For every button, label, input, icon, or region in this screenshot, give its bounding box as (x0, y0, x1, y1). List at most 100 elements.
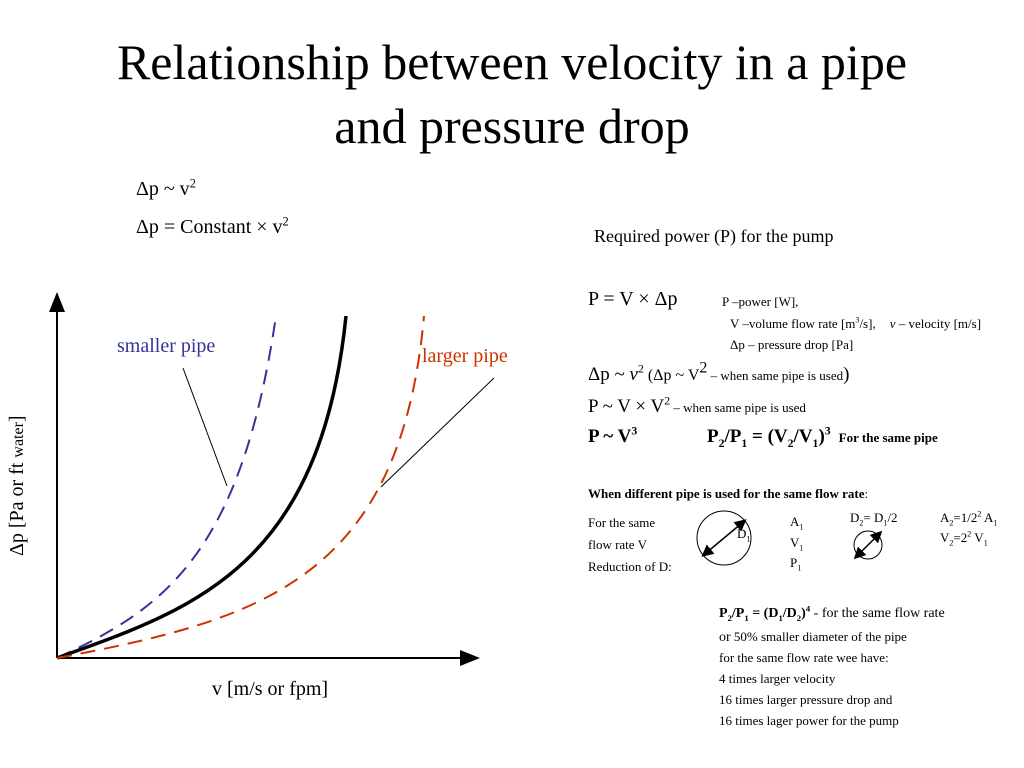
title-line-1: Relationship between velocity in a pipe (116, 34, 908, 90)
eq-note: - for the same flow rate (810, 606, 945, 621)
v2-b: =2 (953, 530, 968, 545)
line3-exp: 2 (664, 394, 671, 408)
d2-c: /2 (887, 510, 898, 525)
line4-b2: /P (724, 426, 742, 447)
a2-s: 2 (949, 518, 954, 528)
title-line-2: and pressure drop (334, 98, 690, 154)
different-pipe-heading: When different pipe is used for the same… (588, 486, 868, 502)
p1-sub: 1 (797, 563, 802, 573)
conclusion-l1-b: 50% smaller diameter of the pipe (730, 629, 907, 644)
conclusion-line-3: 4 times larger velocity (719, 671, 836, 686)
volume-def-a: V –volume flow rate [m (730, 316, 856, 331)
a2-e: 2 (977, 509, 982, 519)
larger-pipe-label: larger pipe (422, 345, 508, 367)
d1-label: D1 (737, 526, 751, 544)
line2-a: Δp ~ (588, 364, 630, 385)
eq-e: ) (801, 606, 806, 621)
page-title: Relationship between velocity in a pipe … (0, 30, 1024, 158)
larger-pipe-pointer (380, 377, 495, 488)
different-pipe-heading-text: When different pipe is used for the same… (588, 486, 865, 501)
line3-small: – when same pipe is used (670, 400, 806, 415)
formula-1-base: Δp ~ v (136, 178, 190, 200)
p1-label: P1 (790, 555, 802, 573)
conclusion-l1-a: or (719, 630, 731, 645)
eq-s4: 2 (796, 612, 802, 623)
power-line-2: Δp ~ v2 (Δp ~ V2 – when same pipe is use… (588, 360, 850, 386)
pipe-d1-circle (696, 510, 752, 566)
line4-b5: ) (818, 426, 825, 447)
volume-flow-definition: V –volume flow rate [m3/s], v – velocity … (730, 316, 981, 332)
conclusion-line-4: 16 times larger pressure drop and (719, 692, 893, 707)
v2-relation: V2=22 V1 (940, 529, 988, 547)
line4-note: For the same pipe (838, 430, 938, 445)
line4-a: P ~ V (588, 426, 632, 447)
d2-s: 2 (859, 518, 864, 528)
line4-b1: P (707, 426, 719, 447)
v2-c: V (971, 530, 984, 545)
power-line-4a: P ~ V3 (588, 424, 638, 448)
conclusion-line-5: 16 times lager power for the pump (719, 713, 899, 728)
eq-s2: 1 (744, 612, 749, 623)
eq-d: /D (782, 606, 797, 621)
v1-letter: V (790, 535, 800, 550)
line4-s1: 2 (718, 436, 725, 450)
eq-b: /P (731, 606, 745, 621)
v2-e: 2 (967, 529, 972, 539)
line2-exp: 2 (637, 362, 644, 376)
pipe-d2-diameter-arrow (853, 530, 883, 560)
desc-line-2: flow rate V (588, 537, 647, 552)
pressure-drop-definition: Δp – pressure drop [Pa] (730, 337, 854, 352)
larger-pipe-curve (56, 315, 425, 659)
velocity-def-symbol: v (889, 316, 896, 331)
desc-line-1: For the same (588, 515, 656, 530)
line2-v: v (629, 364, 638, 385)
v2-a: V (940, 530, 950, 545)
v1-label: V1 (790, 535, 804, 553)
line2-exp2: 2 (699, 359, 708, 377)
d2-a: D (850, 510, 860, 525)
smaller-pipe-pointer (182, 367, 228, 487)
d1-sub: 1 (746, 534, 751, 544)
a2-a: A (940, 510, 950, 525)
d2-s2: 1 (883, 518, 888, 528)
a1-label: A1 (790, 514, 804, 532)
a2-c: A (981, 510, 994, 525)
power-heading: Required power (P) for the pump (594, 226, 834, 246)
line4-exp: 3 (631, 424, 638, 438)
a2-b: =1/2 (953, 510, 978, 525)
d2-b: = D (863, 510, 884, 525)
conclusion-line-1: or 50% smaller diameter of the pipe (719, 629, 907, 646)
p1-letter: P (790, 555, 798, 570)
line3-a: P ~ V × V (588, 396, 665, 417)
formula-1-exponent: 2 (189, 176, 196, 191)
power-equation: P = V × Δp (588, 288, 678, 310)
a2-s2: 1 (993, 518, 998, 528)
eq-c: = (D (748, 606, 779, 621)
d1-letter: D (737, 526, 747, 541)
line4-exp2: 3 (824, 424, 831, 438)
line4-s2: 1 (741, 436, 748, 450)
formula-2-exponent: 2 (282, 214, 289, 229)
v1-sub: 1 (799, 543, 804, 553)
different-pipe-heading-colon: : (864, 486, 869, 501)
smaller-pipe-label: smaller pipe (117, 335, 216, 357)
line2-close: ) (843, 364, 850, 385)
formula-constant: Δp = Constant × v2 (136, 214, 289, 239)
desc-line-3: Reduction of D: (588, 559, 672, 574)
d2-relation: D2= D1/2 (850, 510, 898, 528)
line4-s3: 2 (787, 436, 794, 450)
reference-pipe-curve (56, 315, 348, 660)
volume-def-exp: 3 (855, 315, 860, 325)
eq-s3: 1 (778, 612, 783, 623)
line2-b: (Δp ~ V (643, 367, 700, 384)
smaller-pipe-curve (56, 315, 277, 659)
line2-small: – when same pipe is used (707, 368, 844, 383)
volume-def-b: /s], (859, 316, 876, 331)
a1-sub: 1 (799, 522, 804, 532)
conclusion-equation: P2/P1 = (D1/D2)4 - for the same flow rat… (719, 604, 945, 623)
a2-relation: A2=1/22 A1 (940, 509, 998, 528)
line4-b4: /V (793, 426, 813, 447)
eq-a: P (719, 606, 728, 621)
